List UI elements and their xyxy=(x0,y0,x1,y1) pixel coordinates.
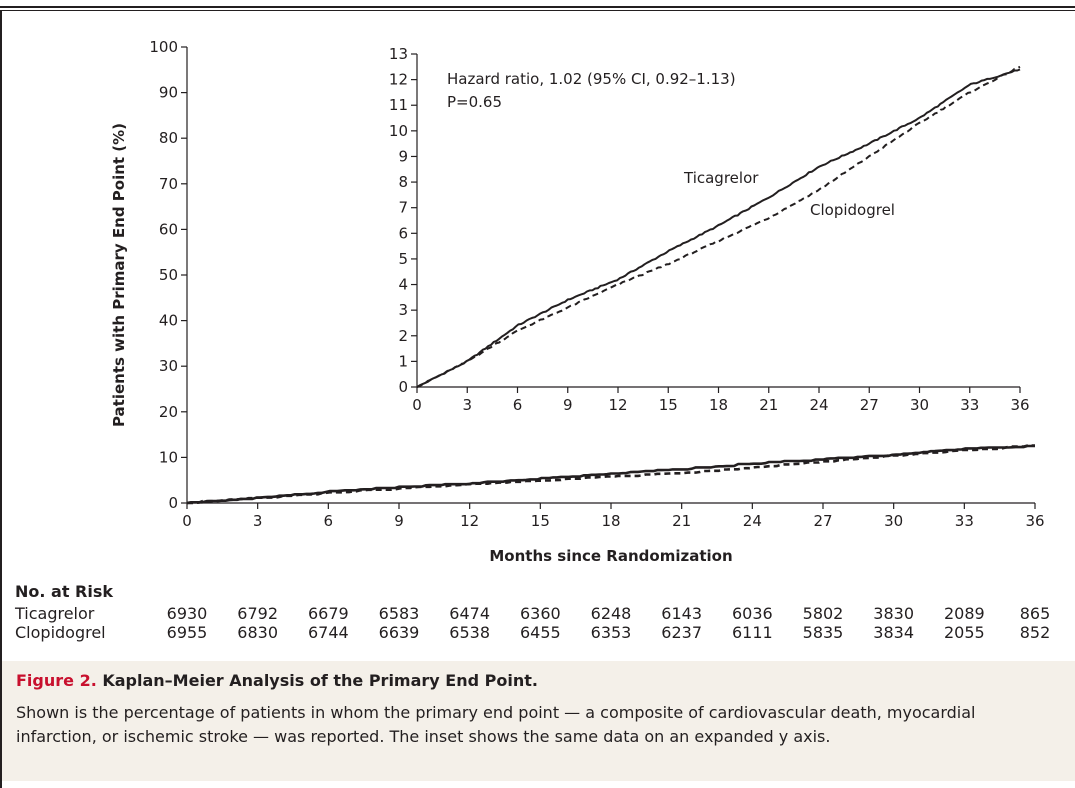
main-y-tick-label: 100 xyxy=(149,38,178,56)
inset-y-tick-label: 1 xyxy=(398,352,408,370)
caption-heading: Kaplan–Meier Analysis of the Primary End… xyxy=(102,671,538,690)
inset-y-tick-label: 6 xyxy=(398,224,408,242)
caption-text: Shown is the percentage of patients in w… xyxy=(16,703,976,746)
risk-cell: 6248 xyxy=(590,604,632,623)
main-x-tick-label: 30 xyxy=(884,512,903,530)
inset-x-tick-label: 21 xyxy=(759,396,778,414)
inset-y-tick-label: 3 xyxy=(398,301,408,319)
main-y-axis-label: Patients with Primary End Point (%) xyxy=(110,123,128,427)
main-x-tick-label: 24 xyxy=(743,512,762,530)
risk-row-label: Ticagrelor xyxy=(15,604,95,623)
main-x-tick-label: 36 xyxy=(1025,512,1044,530)
risk-cell: 3834 xyxy=(873,623,915,642)
risk-cell: 6474 xyxy=(449,604,491,623)
main-x-tick-label: 0 xyxy=(182,512,192,530)
risk-cell: 6538 xyxy=(449,623,491,642)
figure-label: Figure 2. xyxy=(16,671,97,690)
main-y-tick-label: 50 xyxy=(159,266,178,284)
inset-y-tick-label: 7 xyxy=(398,199,408,217)
risk-cell: 6792 xyxy=(237,604,279,623)
inset-x-tick-label: 6 xyxy=(513,396,523,414)
main-y-tick-label: 0 xyxy=(168,494,178,512)
inset-y-tick-label: 10 xyxy=(389,122,408,140)
main-x-tick-label: 21 xyxy=(672,512,691,530)
inset-x-tick-label: 18 xyxy=(709,396,728,414)
main-y-tick-label: 90 xyxy=(159,84,178,102)
main-y-tick-label: 30 xyxy=(159,357,178,375)
inset-y-tick-label: 2 xyxy=(398,327,408,345)
inset-x-tick-label: 15 xyxy=(659,396,678,414)
risk-cell: 6036 xyxy=(731,604,773,623)
main-x-axis-label: Months since Randomization xyxy=(489,547,732,565)
main-series-clopidogrel xyxy=(187,444,1035,505)
risk-cell: 6455 xyxy=(519,623,561,642)
risk-cell: 5802 xyxy=(802,604,844,623)
main-y-tick-label: 20 xyxy=(159,403,178,421)
risk-cell: 6679 xyxy=(307,604,349,623)
main-x-tick-label: 27 xyxy=(813,512,832,530)
main-y-tick-label: 60 xyxy=(159,220,178,238)
risk-row-label: Clopidogrel xyxy=(15,623,106,642)
main-y-tick-label: 40 xyxy=(159,312,178,330)
inset-series-clopidogrel xyxy=(416,65,1021,388)
inset-p-value-annotation: P=0.65 xyxy=(447,93,502,111)
risk-cell: 2089 xyxy=(943,604,985,623)
risk-cell: 6930 xyxy=(166,604,208,623)
inset-x-tick-label: 30 xyxy=(910,396,929,414)
inset-label-clopidogrel: Clopidogrel xyxy=(810,201,895,219)
inset-hazard-ratio-annotation: Hazard ratio, 1.02 (95% CI, 0.92–1.13) xyxy=(447,70,736,88)
risk-cell: 5835 xyxy=(802,623,844,642)
inset-series-ticagrelor xyxy=(416,68,1021,388)
main-x-tick-label: 18 xyxy=(601,512,620,530)
inset-x-tick-label: 9 xyxy=(563,396,573,414)
risk-cell: 6353 xyxy=(590,623,632,642)
inset-y-tick-label: 4 xyxy=(398,276,408,294)
risk-cell: 852 xyxy=(1019,623,1051,642)
risk-cell: 6639 xyxy=(378,623,420,642)
main-x-tick-label: 12 xyxy=(460,512,479,530)
inset-y-tick-label: 12 xyxy=(389,71,408,89)
risk-table: No. at Risk Ticagrelor 6930 6792 6679 6583 64… xyxy=(0,580,1075,660)
main-y-tick-label: 70 xyxy=(159,175,178,193)
inset-y-tick-label: 9 xyxy=(398,147,408,165)
figure-frame-left xyxy=(0,11,2,788)
inset-x-tick-label: 33 xyxy=(960,396,979,414)
main-y-tick-label: 80 xyxy=(159,129,178,147)
risk-cell: 6237 xyxy=(661,623,703,642)
caption-title: Figure 2. Kaplan–Meier Analysis of the P… xyxy=(16,671,538,690)
inset-y-tick-label: 8 xyxy=(398,173,408,191)
risk-cell: 2055 xyxy=(943,623,985,642)
inset-x-tick-label: 36 xyxy=(1010,396,1029,414)
risk-table-title: No. at Risk xyxy=(15,582,114,601)
inset-y-tick-label: 13 xyxy=(389,45,408,63)
risk-cell: 6143 xyxy=(661,604,703,623)
main-y-tick-label: 10 xyxy=(159,448,178,466)
top-rule-thin xyxy=(0,10,1075,11)
inset-x-tick-label: 12 xyxy=(608,396,627,414)
risk-cell: 6583 xyxy=(378,604,420,623)
inset-x-tick-label: 24 xyxy=(809,396,828,414)
inset-x-tick-label: 3 xyxy=(462,396,472,414)
risk-cell: 6111 xyxy=(731,623,773,642)
risk-cell: 6360 xyxy=(519,604,561,623)
inset-x-tick-label: 0 xyxy=(412,396,422,414)
inset-label-ticagrelor: Ticagrelor xyxy=(683,169,759,187)
inset-x-tick-label: 27 xyxy=(860,396,879,414)
main-x-tick-label: 3 xyxy=(253,512,263,530)
top-rule xyxy=(0,6,1075,8)
main-x-tick-label: 9 xyxy=(394,512,404,530)
risk-cell: 865 xyxy=(1019,604,1051,623)
kaplan-meier-chart: 0 3 6 9 12 15 18 21 24 27 30 33 36010203040506070809… xyxy=(110,38,1045,565)
risk-cell: 6955 xyxy=(166,623,208,642)
risk-cell: 6830 xyxy=(237,623,279,642)
risk-cell: 3830 xyxy=(873,604,915,623)
inset-y-tick-label: 5 xyxy=(398,250,408,268)
inset-y-tick-label: 0 xyxy=(398,378,408,396)
inset-y-tick-label: 11 xyxy=(389,96,408,114)
main-x-tick-label: 33 xyxy=(955,512,974,530)
main-x-tick-label: 6 xyxy=(324,512,334,530)
risk-cell: 6744 xyxy=(307,623,349,642)
figure-caption: Figure 2. Kaplan–Meier Analysis of the P… xyxy=(2,661,1075,781)
main-x-tick-label: 15 xyxy=(531,512,550,530)
